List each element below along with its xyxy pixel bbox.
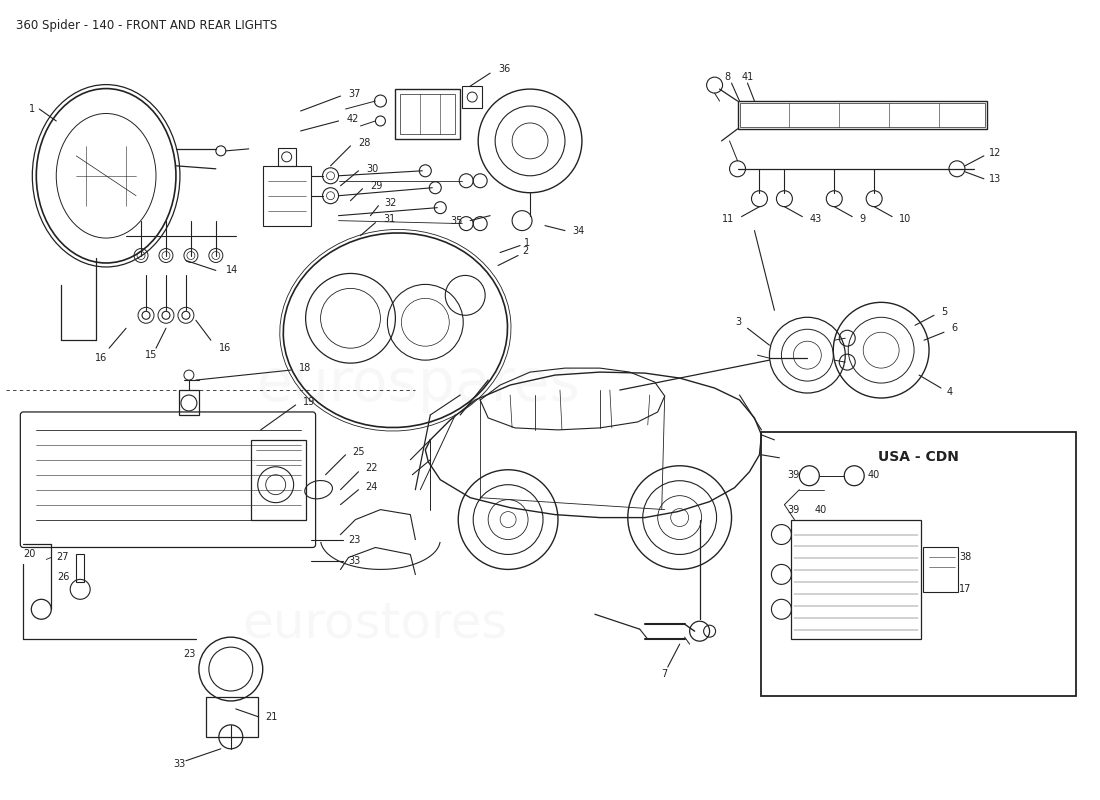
Text: 23: 23 <box>349 534 361 545</box>
Text: 39: 39 <box>788 470 800 480</box>
Text: 35: 35 <box>450 216 462 226</box>
Text: 25: 25 <box>352 447 365 457</box>
Text: eurostores: eurostores <box>242 599 507 647</box>
Bar <box>277 148 296 166</box>
Text: eurospares: eurospares <box>256 355 581 413</box>
Text: 16: 16 <box>219 343 231 353</box>
Text: 21: 21 <box>266 712 278 722</box>
Text: 34: 34 <box>572 226 584 235</box>
Bar <box>791 519 921 639</box>
Text: 30: 30 <box>366 164 378 174</box>
Bar <box>923 547 958 592</box>
Bar <box>400 94 455 134</box>
Text: 20: 20 <box>23 550 35 559</box>
Text: USA - CDN: USA - CDN <box>878 450 959 464</box>
Text: 9: 9 <box>859 214 866 224</box>
Text: 37: 37 <box>349 89 361 99</box>
Text: 32: 32 <box>384 198 397 208</box>
Text: 33: 33 <box>173 758 185 769</box>
Text: 8: 8 <box>725 72 730 82</box>
Text: 4: 4 <box>947 387 953 397</box>
Text: 40: 40 <box>867 470 879 480</box>
Bar <box>263 166 310 226</box>
Bar <box>462 86 482 108</box>
Text: 39: 39 <box>788 505 800 514</box>
Text: 3: 3 <box>736 318 741 327</box>
Text: 42: 42 <box>346 114 359 124</box>
Text: 22: 22 <box>365 462 378 473</box>
Text: 31: 31 <box>384 214 396 224</box>
Text: 28: 28 <box>359 138 371 148</box>
Text: 40: 40 <box>814 505 826 514</box>
Text: 10: 10 <box>899 214 912 224</box>
Text: 15: 15 <box>145 350 157 360</box>
Text: 12: 12 <box>989 148 1001 158</box>
Bar <box>179 390 199 415</box>
Bar <box>737 101 987 129</box>
Text: 26: 26 <box>57 572 69 582</box>
Text: 18: 18 <box>298 363 311 373</box>
Text: 2: 2 <box>522 246 528 255</box>
Text: 24: 24 <box>365 482 377 492</box>
Text: 14: 14 <box>226 266 238 275</box>
Bar <box>761 432 1076 696</box>
Text: 43: 43 <box>810 214 822 224</box>
Text: 360 Spider - 140 - FRONT AND REAR LIGHTS: 360 Spider - 140 - FRONT AND REAR LIGHTS <box>16 19 277 32</box>
Text: 11: 11 <box>723 214 735 224</box>
Text: 17: 17 <box>959 584 971 594</box>
Bar <box>739 103 984 127</box>
Text: 6: 6 <box>952 323 957 334</box>
Text: 16: 16 <box>95 353 108 363</box>
Text: 29: 29 <box>371 181 383 190</box>
Text: 23: 23 <box>184 649 196 659</box>
Text: 41: 41 <box>741 72 754 82</box>
Text: 27: 27 <box>57 553 69 562</box>
Bar <box>76 554 85 582</box>
Text: 13: 13 <box>989 174 1001 184</box>
Text: 38: 38 <box>959 553 971 562</box>
Text: 7: 7 <box>661 669 668 679</box>
Text: 19: 19 <box>302 397 315 407</box>
Bar <box>251 440 306 519</box>
Text: 36: 36 <box>498 64 510 74</box>
Text: 33: 33 <box>349 557 361 566</box>
Circle shape <box>180 395 197 411</box>
Bar <box>395 89 460 139</box>
Text: 1: 1 <box>524 238 530 247</box>
Text: 5: 5 <box>940 307 947 318</box>
Bar <box>206 697 257 737</box>
Text: 1: 1 <box>30 104 35 114</box>
